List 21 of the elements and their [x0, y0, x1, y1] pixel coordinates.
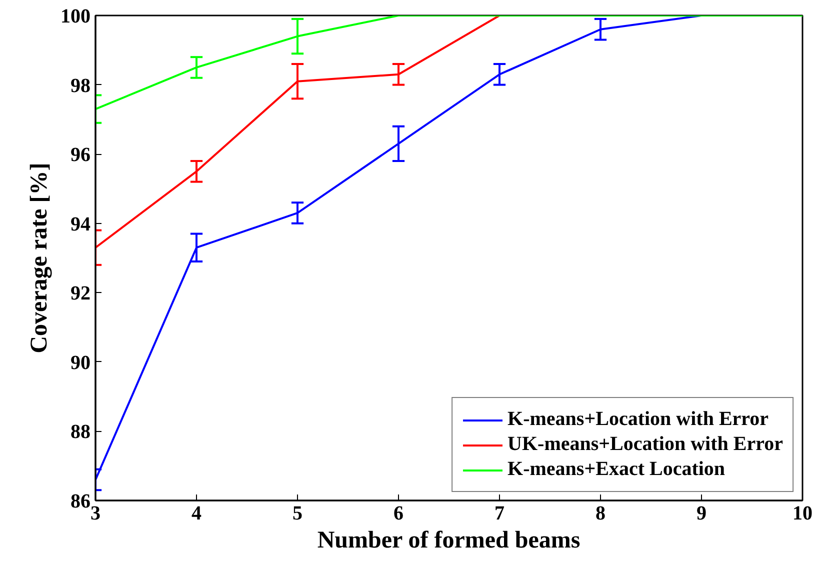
x-tick-label: 10	[792, 502, 812, 524]
y-tick-label: 94	[70, 213, 90, 236]
y-tick-label: 86	[70, 490, 90, 512]
x-tick-label: 6	[394, 502, 404, 524]
x-tick-label: 5	[292, 502, 302, 524]
y-tick-label: 90	[70, 352, 90, 374]
x-tick-label: 7	[494, 502, 504, 524]
y-tick-label: 88	[70, 421, 90, 444]
legend-label: K-means+Exact Location	[508, 458, 726, 481]
x-tick-label: 9	[696, 502, 706, 524]
y-tick-label: 100	[60, 6, 90, 28]
legend-label: UK-means+Location with Error	[508, 433, 783, 456]
x-tick-label: 8	[596, 502, 606, 524]
x-tick-label: 3	[90, 502, 100, 524]
y-axis-title: Coverage rate [%]	[26, 162, 52, 354]
y-tick-label: 92	[70, 282, 90, 305]
y-tick-label: 98	[70, 74, 90, 97]
x-tick-label: 4	[192, 502, 202, 524]
y-tick-label: 96	[70, 144, 90, 166]
legend-label: K-means+Location with Error	[508, 408, 769, 431]
x-axis-title: Number of formed beams	[317, 528, 580, 554]
